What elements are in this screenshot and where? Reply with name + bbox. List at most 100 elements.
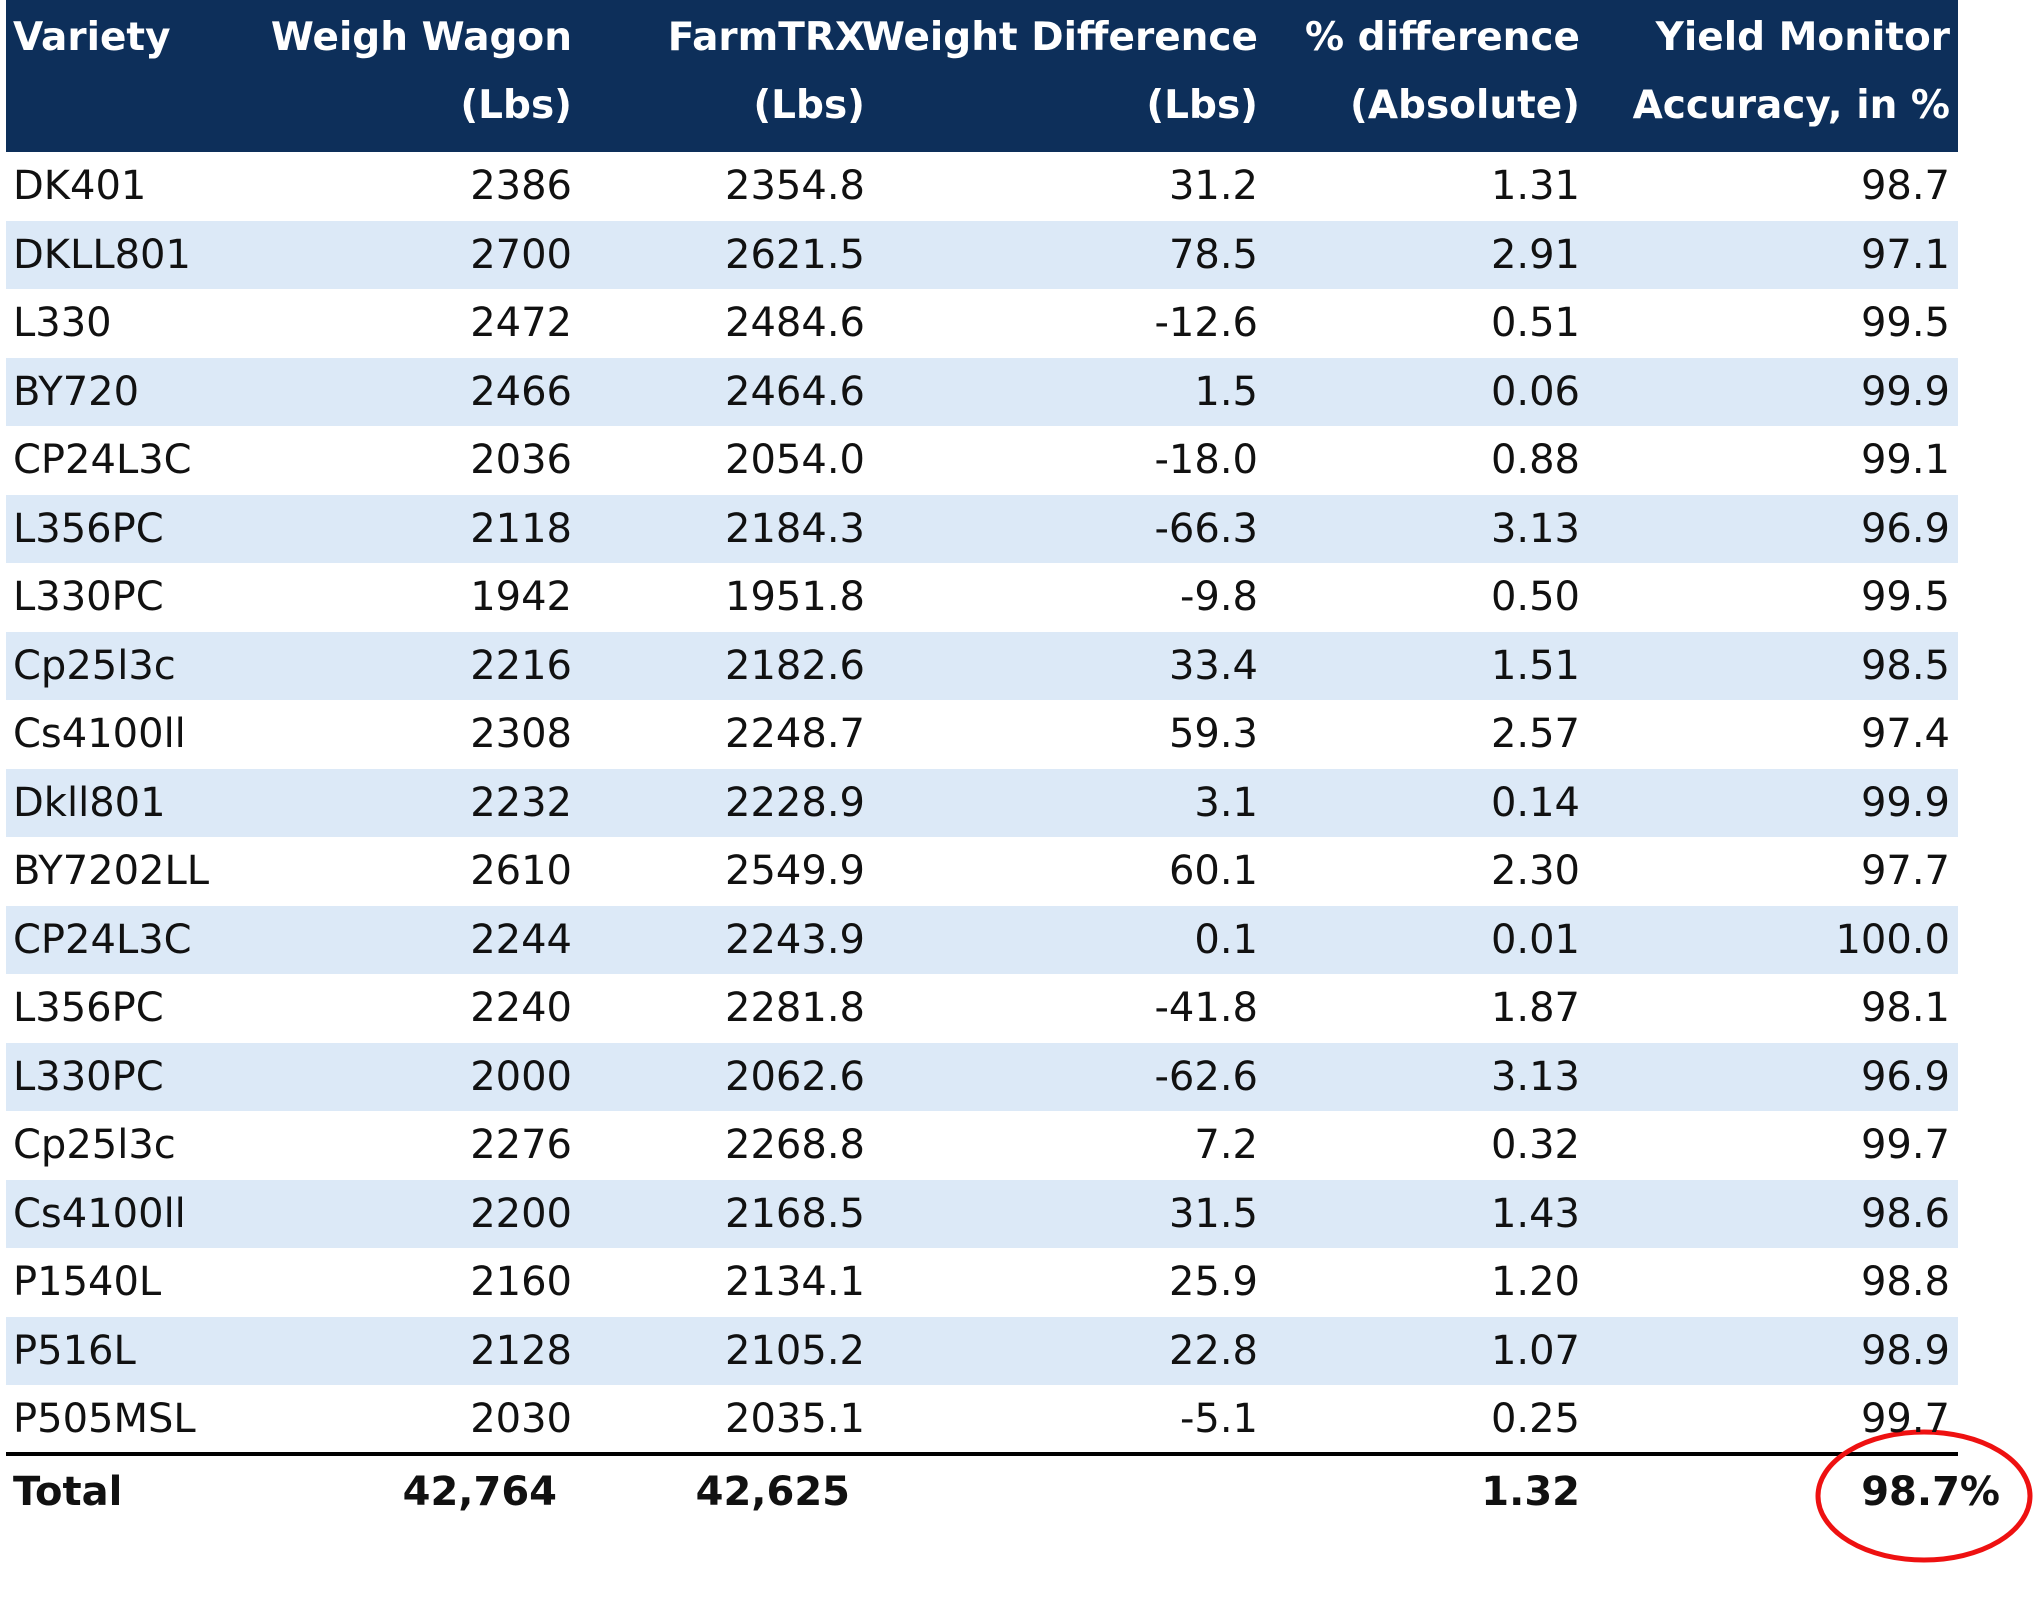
- value: 2610: [470, 848, 572, 894]
- value: -9.8: [1179, 574, 1258, 620]
- value: 1.5: [1194, 368, 1258, 415]
- value: 2232: [470, 779, 572, 826]
- value: 25.9: [1168, 1259, 1258, 1305]
- value: 31.5: [1168, 1190, 1258, 1237]
- value: 2.30: [1490, 848, 1580, 894]
- value: -5.1: [1179, 1396, 1258, 1442]
- total-value: 42,764: [402, 1468, 557, 1515]
- value: 2244: [470, 916, 572, 963]
- value: 2184.3: [725, 505, 865, 552]
- variety: L330: [13, 300, 112, 346]
- value: -41.8: [1154, 985, 1259, 1031]
- header-text: (Lbs): [753, 83, 865, 128]
- value: 2700: [470, 231, 572, 278]
- header-text: % difference: [1305, 15, 1580, 60]
- value: 33.4: [1168, 642, 1258, 689]
- variety: DK401: [13, 163, 147, 209]
- value: 1.07: [1490, 1327, 1580, 1374]
- value: -62.6: [1154, 1053, 1259, 1100]
- variety: P1540L: [13, 1259, 162, 1305]
- value: 99.5: [1860, 574, 1950, 620]
- value: 2.91: [1490, 231, 1580, 278]
- total-value: 42,625: [695, 1468, 850, 1515]
- variety: L330PC: [13, 574, 164, 620]
- header-text: Yield Monitor: [1655, 15, 1950, 60]
- variety: Cs4100ll: [13, 711, 186, 757]
- value: 59.3: [1168, 711, 1258, 757]
- variety: CP24L3C: [13, 916, 192, 963]
- value: 96.9: [1860, 1053, 1950, 1100]
- value: 0.51: [1490, 300, 1580, 346]
- value: 2248.7: [725, 711, 865, 757]
- value: 1.43: [1490, 1190, 1580, 1237]
- value: 96.9: [1860, 505, 1950, 552]
- row-stripe: [6, 220, 1958, 289]
- value: 98.9: [1860, 1327, 1950, 1374]
- header-text: (Lbs): [1146, 83, 1258, 128]
- value: 2281.8: [725, 985, 865, 1031]
- value: 2036: [470, 437, 572, 483]
- value: 31.2: [1168, 163, 1258, 209]
- value: 2182.6: [725, 642, 865, 689]
- value: 2030: [470, 1396, 572, 1442]
- value: 2160: [470, 1259, 572, 1305]
- value: 7.2: [1194, 1122, 1258, 1168]
- value: 2134.1: [725, 1259, 865, 1305]
- value: 0.01: [1490, 916, 1580, 963]
- value: 2268.8: [725, 1122, 865, 1168]
- value: 98.8: [1860, 1259, 1950, 1305]
- value: 3.13: [1490, 1053, 1580, 1100]
- value: 98.6: [1860, 1190, 1950, 1237]
- value: 60.1: [1168, 848, 1258, 894]
- row-stripe: [6, 494, 1958, 563]
- header-text: Weight Difference: [861, 15, 1258, 60]
- variety: P505MSL: [13, 1396, 196, 1442]
- value: 2354.8: [725, 163, 865, 209]
- value: 97.4: [1860, 711, 1950, 757]
- value: 0.06: [1490, 368, 1580, 415]
- value: 0.88: [1490, 437, 1580, 483]
- value: 0.14: [1490, 779, 1580, 826]
- value: 2240: [470, 985, 572, 1031]
- value: 2308: [470, 711, 572, 757]
- variety: L356PC: [13, 985, 164, 1031]
- header-text: Variety: [13, 15, 171, 60]
- value: 2216: [470, 642, 572, 689]
- header-text: (Lbs): [460, 83, 572, 128]
- row-stripe: [6, 631, 1958, 700]
- value: 1.20: [1490, 1259, 1580, 1305]
- value: 2276: [470, 1122, 572, 1168]
- value: 2466: [470, 368, 572, 415]
- value: 97.1: [1860, 231, 1950, 278]
- value: 98.7: [1860, 163, 1950, 209]
- header-text: Weigh Wagon: [270, 15, 572, 60]
- variety: BY7202LL: [13, 848, 210, 894]
- value: 2168.5: [725, 1190, 865, 1237]
- value: 1.87: [1490, 985, 1580, 1031]
- row-stripe: [6, 905, 1958, 974]
- value: 0.1: [1194, 916, 1258, 963]
- value: 98.1: [1860, 985, 1950, 1031]
- total-value: 98.7%: [1861, 1468, 2000, 1515]
- value: 99.9: [1860, 368, 1950, 415]
- value: 2228.9: [725, 779, 865, 826]
- value: 99.7: [1860, 1396, 1950, 1442]
- value: 2484.6: [725, 300, 865, 346]
- value: 1942: [470, 574, 572, 620]
- value: 99.9: [1860, 779, 1950, 826]
- value: 97.7: [1860, 848, 1950, 894]
- variety: Dkll801: [13, 779, 166, 826]
- value: -12.6: [1154, 300, 1259, 346]
- value: 2472: [470, 300, 572, 346]
- variety: L356PC: [13, 505, 164, 552]
- value: 99.1: [1860, 437, 1950, 483]
- header-band: [6, 0, 1958, 152]
- variety: BY720: [13, 368, 140, 415]
- value: 2464.6: [725, 368, 865, 415]
- value: 2200: [470, 1190, 572, 1237]
- value: 2243.9: [725, 916, 865, 963]
- value: 2549.9: [725, 848, 865, 894]
- variety: Cp25l3c: [13, 1122, 176, 1168]
- variety: CP24L3C: [13, 437, 192, 483]
- value: 2105.2: [725, 1327, 865, 1374]
